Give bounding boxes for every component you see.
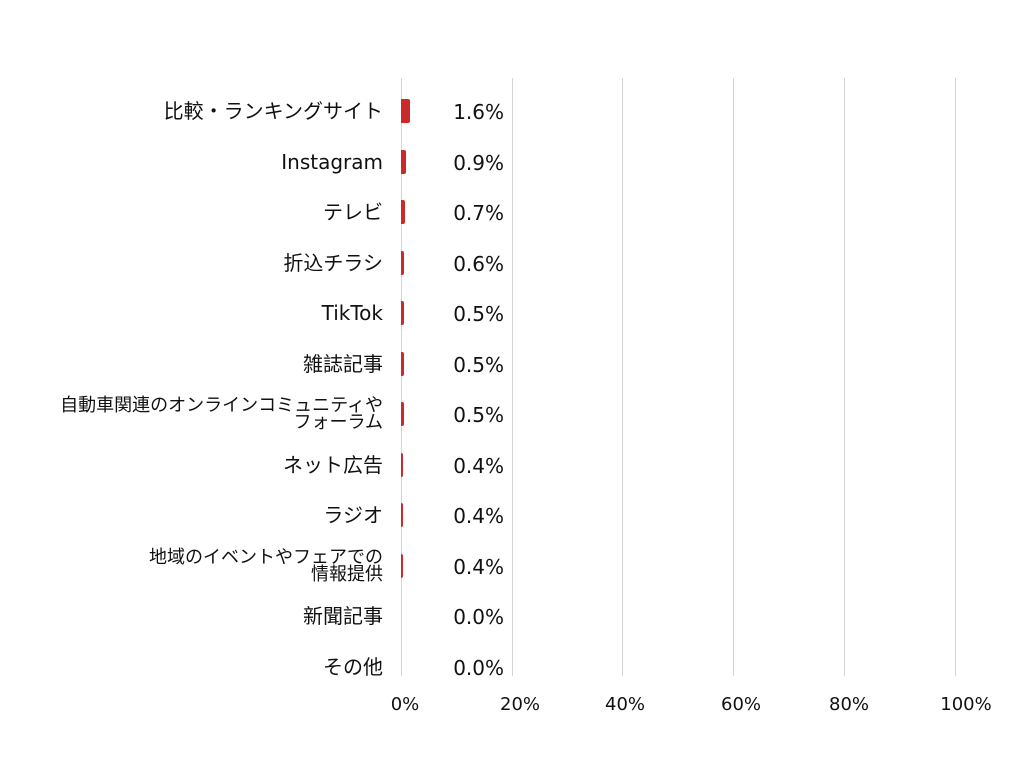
value-label: 0.5% — [453, 352, 504, 377]
bar-row: Instagram 0.9% — [0, 137, 1024, 187]
bar-row: 比較・ランキングサイト 1.6% — [0, 86, 1024, 136]
x-tick-0: 0% — [390, 694, 420, 715]
category-label-line1: 新聞記事 — [303, 604, 383, 628]
x-tick-20: 20% — [499, 694, 541, 715]
category-label: 雑誌記事 — [303, 339, 383, 389]
category-label-line1: その他 — [323, 654, 383, 679]
value-label: 0.7% — [453, 201, 504, 225]
gridline-60 — [733, 78, 734, 676]
category-label-line1: Instagram — [281, 149, 383, 174]
bar-row: 新聞記事 0.0% — [0, 591, 1024, 641]
bar-row: テレビ 0.7% — [0, 187, 1024, 237]
bar — [401, 301, 404, 325]
category-label-line1: テレビ — [323, 200, 383, 224]
value-label: 0.4% — [453, 453, 504, 478]
bar — [401, 452, 404, 477]
bar-row: 雑誌記事 0.5% — [0, 339, 1024, 389]
value-label: 0.6% — [453, 251, 504, 276]
bar-row: 地域のイベントやフェアでの 情報提供 0.4% — [0, 541, 1024, 591]
bar — [401, 503, 404, 527]
gridline-20 — [512, 78, 513, 676]
bar-row: その他 0.0% — [0, 642, 1024, 692]
category-label: その他 — [323, 642, 383, 692]
bar — [401, 250, 405, 275]
bar-row: ネット広告 0.4% — [0, 440, 1024, 490]
value-label: 0.9% — [453, 150, 504, 175]
category-label: 地域のイベントやフェアでの 情報提供 — [149, 541, 383, 591]
category-label-line1: 折込チラシ — [283, 250, 383, 275]
category-label-line1: 雑誌記事 — [303, 351, 383, 376]
category-label: TikTok — [322, 288, 383, 338]
value-label: 0.0% — [453, 605, 504, 629]
category-label: 折込チラシ — [283, 238, 383, 288]
bar — [401, 351, 404, 376]
category-label: 新聞記事 — [303, 591, 383, 641]
value-label: 0.5% — [453, 403, 504, 427]
bar-row: TikTok 0.5% — [0, 288, 1024, 338]
gridline-80 — [844, 78, 845, 676]
bar-row: 自動車関連のオンラインコミュニティや フォーラム 0.5% — [0, 389, 1024, 439]
value-label: 0.4% — [453, 504, 504, 528]
category-label-line2: 情報提供 — [311, 563, 383, 585]
gridline-40 — [622, 78, 623, 676]
bar — [401, 553, 404, 578]
x-tick-40: 40% — [604, 694, 646, 715]
gridline-100 — [955, 78, 956, 676]
category-label-line2: フォーラム — [293, 412, 383, 433]
x-tick-80: 80% — [828, 694, 870, 715]
value-label: 0.0% — [453, 655, 504, 680]
category-label-line1: ネット広告 — [283, 452, 383, 477]
bar-row: 折込チラシ 0.6% — [0, 238, 1024, 288]
category-label-line1: TikTok — [321, 301, 383, 325]
category-label: テレビ — [323, 187, 383, 237]
gridline-0 — [401, 78, 402, 676]
bar — [401, 402, 404, 426]
x-tick-100: 100% — [940, 694, 992, 715]
category-label-line1: 比較・ランキングサイト — [163, 99, 383, 123]
category-label: ネット広告 — [283, 440, 383, 490]
value-label: 1.6% — [453, 100, 504, 124]
x-tick-60: 60% — [720, 694, 762, 715]
category-label-line1: 地域のイベントやフェアでの — [149, 546, 383, 568]
category-label: ラジオ — [323, 490, 383, 540]
category-label-line1: 自動車関連のオンラインコミュニティや — [60, 395, 383, 416]
value-label: 0.5% — [453, 302, 504, 326]
category-label: 比較・ランキングサイト — [164, 86, 383, 136]
bar — [401, 200, 405, 224]
value-label: 0.4% — [453, 554, 504, 579]
category-label: Instagram — [281, 137, 383, 187]
bar-row: ラジオ 0.4% — [0, 490, 1024, 540]
bar — [401, 149, 406, 174]
category-label-line1: ラジオ — [323, 503, 383, 527]
bar — [401, 99, 410, 123]
category-label: 自動車関連のオンラインコミュニティや フォーラム — [60, 389, 383, 439]
